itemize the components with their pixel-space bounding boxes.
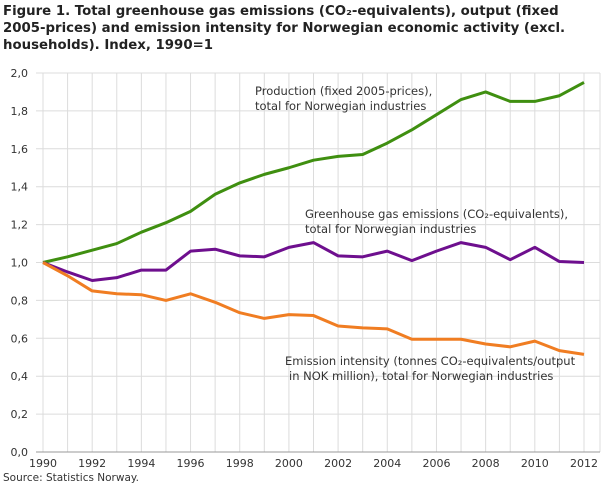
y-tick-label: 0,8 — [11, 294, 29, 307]
series-label: Emission intensity (tonnes CO₂-equivalen… — [285, 354, 576, 368]
x-tick-label: 1996 — [177, 457, 205, 470]
x-tick-label: 2002 — [324, 457, 352, 470]
x-tick-label: 2008 — [472, 457, 500, 470]
series-line-1 — [42, 241, 585, 283]
x-tick-label: 2000 — [275, 457, 303, 470]
y-tick-label: 1,2 — [11, 219, 29, 232]
y-tick-label: 1,0 — [11, 257, 29, 270]
y-tick-label: 0,2 — [11, 408, 29, 421]
x-tick-label: 1992 — [78, 457, 106, 470]
x-tick-label: 2012 — [570, 457, 598, 470]
source-note: Source: Statistics Norway. — [3, 472, 139, 484]
series-label: Production (fixed 2005-prices), — [255, 84, 432, 98]
series-label: total for Norwegian industries — [305, 222, 476, 236]
y-tick-label: 0,0 — [11, 446, 29, 459]
y-tick-label: 1,8 — [11, 105, 29, 118]
x-tick-label: 2006 — [422, 457, 450, 470]
x-tick-label: 1994 — [127, 457, 155, 470]
series-line-0 — [42, 81, 585, 264]
y-tick-label: 2,0 — [11, 67, 29, 80]
series-label: in NOK million), total for Norwegian ind… — [289, 369, 553, 383]
series-label: total for Norwegian industries — [255, 99, 426, 113]
chart-title: Figure 1. Total greenhouse gas emissions… — [3, 4, 566, 53]
x-tick-label: 1990 — [29, 457, 57, 470]
x-tick-label: 2010 — [521, 457, 549, 470]
y-tick-label: 0,4 — [11, 370, 29, 383]
y-tick-label: 1,4 — [11, 181, 29, 194]
series-line-2 — [42, 261, 585, 356]
x-tick-label: 2004 — [373, 457, 401, 470]
x-tick-label: 1998 — [226, 457, 254, 470]
y-tick-label: 0,6 — [11, 332, 29, 345]
series-label: Greenhouse gas emissions (CO₂-equivalent… — [305, 207, 568, 221]
y-tick-label: 1,6 — [11, 143, 29, 156]
